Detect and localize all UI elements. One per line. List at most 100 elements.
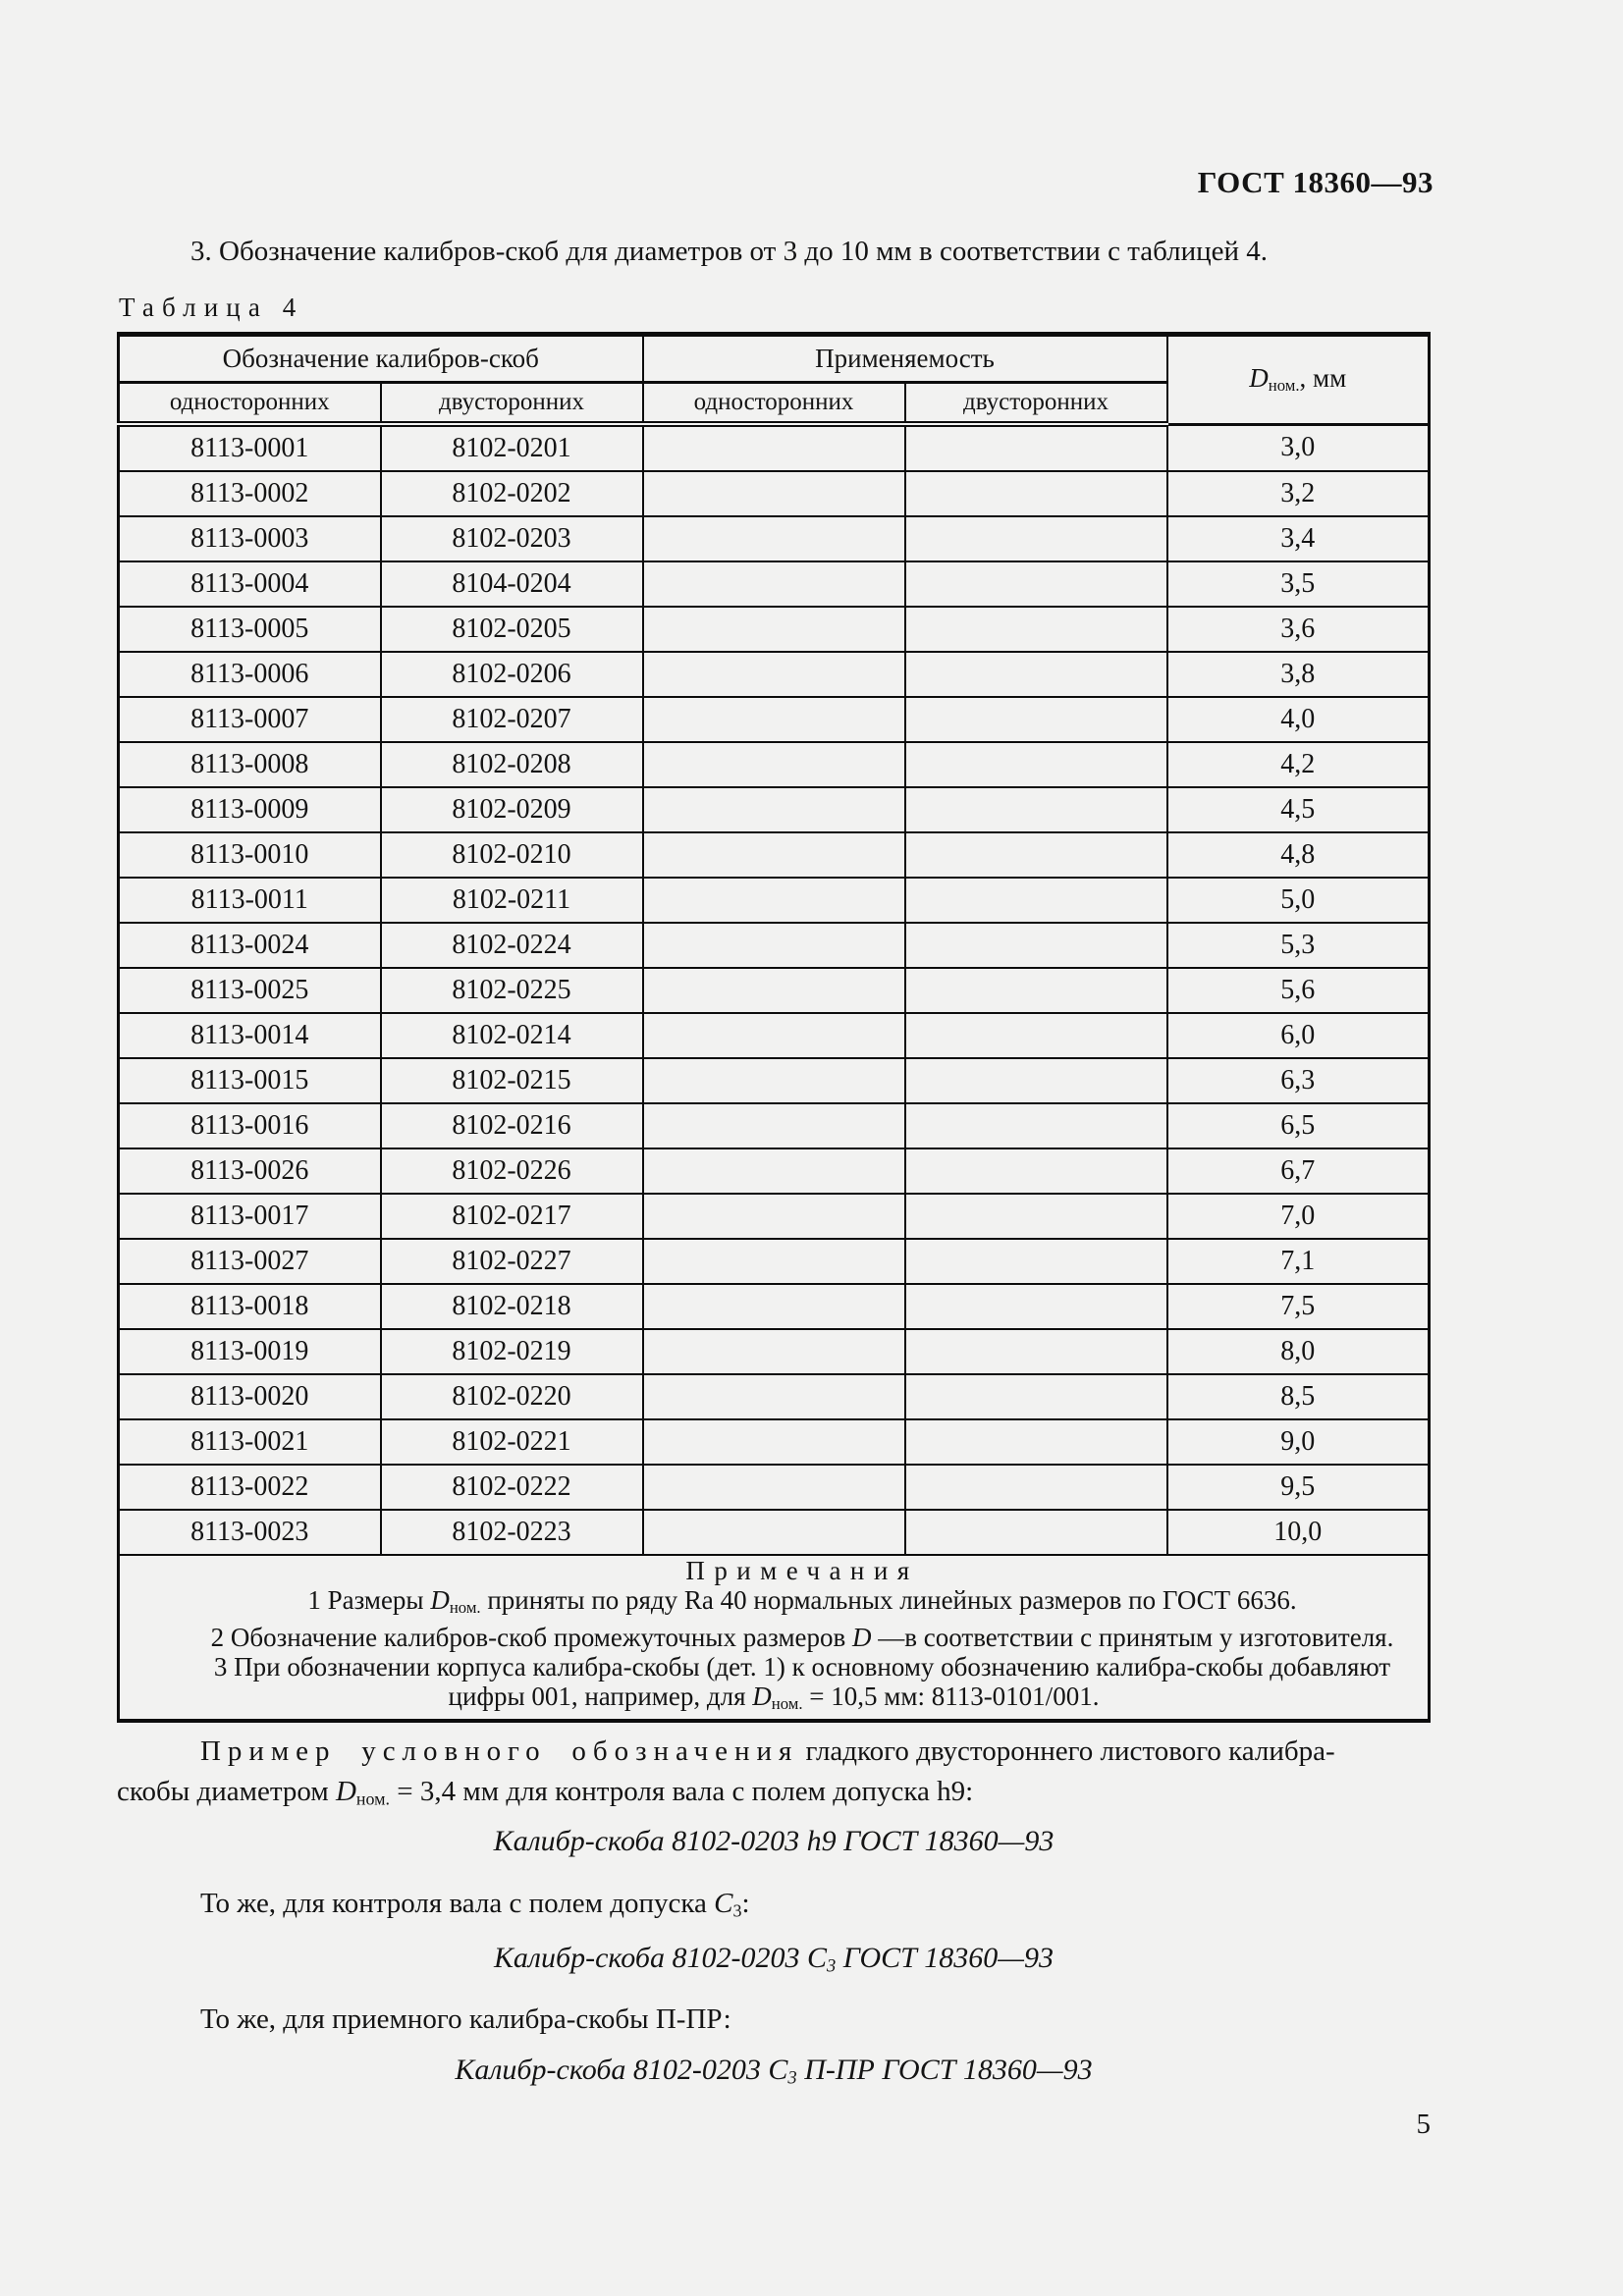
cell-two-sided-designation: 8102-0218 <box>379 1283 644 1330</box>
cell-d-nominal: 6,3 <box>1165 1057 1431 1104</box>
column-header-one-sided-applicability: односторонних <box>641 381 906 427</box>
cell-two-sided-designation: 8102-0226 <box>379 1148 644 1195</box>
cell-d-nominal: 4,2 <box>1165 741 1431 788</box>
cell-two-sided-applicability <box>903 1464 1168 1511</box>
note-3-line-1: 3 При обозначении корпуса калибра-скобы … <box>213 1652 1391 1682</box>
cell-two-sided-applicability <box>903 786 1168 833</box>
d-symbol: D <box>335 1776 356 1807</box>
cell-two-sided-applicability <box>903 877 1168 924</box>
cell-d-nominal: 3,6 <box>1165 606 1431 653</box>
cell-d-nominal: 7,1 <box>1165 1238 1431 1285</box>
table-row: 8113-0021 8102-0221 9,0 <box>117 1418 1431 1466</box>
cell-one-sided-applicability <box>641 1418 906 1466</box>
cell-two-sided-designation: 8102-0210 <box>379 831 644 879</box>
column-header-one-sided-designation: односторонних <box>117 381 382 427</box>
cell-d-nominal: 9,0 <box>1165 1418 1431 1466</box>
cell-one-sided-designation: 8113-0003 <box>117 515 382 562</box>
cell-d-nominal: 4,5 <box>1165 786 1431 833</box>
notes-cell: Примечания 1 Размеры Dном. приняты по ря… <box>117 1553 1431 1723</box>
group-header-applicability: Применяемость <box>641 333 1168 384</box>
table-row: 8113-0011 8102-0211 5,0 <box>117 877 1431 924</box>
cell-d-nominal: 4,8 <box>1165 831 1431 879</box>
cell-two-sided-applicability <box>903 1283 1168 1330</box>
cell-two-sided-applicability <box>903 967 1168 1014</box>
cell-one-sided-applicability <box>641 515 906 562</box>
cell-one-sided-applicability <box>641 877 906 924</box>
cell-one-sided-applicability <box>641 423 906 472</box>
note-3-line-2: цифры 001, например, для Dном. = 10,5 мм… <box>448 1682 1100 1714</box>
cell-two-sided-designation: 8102-0206 <box>379 651 644 698</box>
cell-d-nominal: 5,3 <box>1165 922 1431 969</box>
cell-two-sided-applicability <box>903 696 1168 743</box>
table-row: 8113-0026 8102-0226 6,7 <box>117 1148 1431 1195</box>
cell-d-nominal: 3,4 <box>1165 515 1431 562</box>
table-row: 8113-0003 8102-0203 3,4 <box>117 515 1431 562</box>
cell-one-sided-applicability <box>641 786 906 833</box>
cell-two-sided-applicability <box>903 561 1168 608</box>
cell-two-sided-applicability <box>903 423 1168 472</box>
table-row: 8113-0023 8102-0223 10,0 <box>117 1509 1431 1556</box>
cell-one-sided-applicability <box>641 741 906 788</box>
cell-two-sided-designation: 8102-0211 <box>379 877 644 924</box>
table-row: 8113-0009 8102-0209 4,5 <box>117 786 1431 833</box>
cell-two-sided-applicability <box>903 470 1168 517</box>
cell-two-sided-designation: 8102-0224 <box>379 922 644 969</box>
table-sub-header-row: односторонних двусторонних односторонних… <box>117 381 1430 427</box>
cell-one-sided-designation: 8113-0015 <box>117 1057 382 1104</box>
cell-one-sided-designation: 8113-0023 <box>117 1509 382 1556</box>
cell-two-sided-applicability <box>903 515 1168 562</box>
table-row: 8113-0017 8102-0217 7,0 <box>117 1193 1431 1240</box>
table-caption: Таблица 4 <box>119 293 304 322</box>
cell-d-nominal: 10,0 <box>1165 1509 1431 1556</box>
cell-one-sided-applicability <box>641 922 906 969</box>
table-body: 8113-0001 8102-0201 3,0 8113-0002 8102-0202 3… <box>117 423 1431 1556</box>
cell-d-nominal: 6,7 <box>1165 1148 1431 1195</box>
same-for-p-pr-text: То же, для приемного калибра-скобы П-ПР: <box>200 2002 731 2035</box>
cell-d-nominal: 3,0 <box>1165 423 1431 472</box>
d-units: , мм <box>1299 363 1347 394</box>
table-row: 8113-0018 8102-0218 7,5 <box>117 1283 1431 1330</box>
cell-one-sided-designation: 8113-0008 <box>117 741 382 788</box>
cell-one-sided-designation: 8113-0001 <box>117 423 382 472</box>
table-row: 8113-0006 8102-0206 3,8 <box>117 651 1431 698</box>
cell-d-nominal: 6,0 <box>1165 1012 1431 1059</box>
table-row: 8113-0015 8102-0215 6,3 <box>117 1057 1431 1104</box>
c-symbol: C <box>768 2053 788 2086</box>
table-row: 8113-0024 8102-0224 5,3 <box>117 922 1431 969</box>
cell-one-sided-designation: 8113-0006 <box>117 651 382 698</box>
cell-d-nominal: 7,5 <box>1165 1283 1431 1330</box>
table-row: 8113-0022 8102-0222 9,5 <box>117 1464 1431 1511</box>
cell-one-sided-applicability <box>641 1057 906 1104</box>
cell-two-sided-applicability <box>903 651 1168 698</box>
cell-two-sided-applicability <box>903 1509 1168 1556</box>
table-row: 8113-0008 8102-0208 4,2 <box>117 741 1431 788</box>
cell-two-sided-applicability <box>903 1418 1168 1466</box>
cell-one-sided-applicability <box>641 1238 906 1285</box>
cell-two-sided-designation: 8102-0217 <box>379 1193 644 1240</box>
cell-one-sided-designation: 8113-0016 <box>117 1102 382 1149</box>
cell-d-nominal: 5,0 <box>1165 877 1431 924</box>
table-row: 8113-0020 8102-0220 8,5 <box>117 1373 1431 1420</box>
cell-d-nominal: 5,6 <box>1165 967 1431 1014</box>
table-row: 8113-0010 8102-0210 4,8 <box>117 831 1431 879</box>
cell-one-sided-designation: 8113-0025 <box>117 967 382 1014</box>
designation-example-2: Калибр-скоба 8102-0203 C3 ГОСТ 18360—93 <box>493 1941 1054 1977</box>
designation-example-1: Калибр-скоба 8102-0203 h9 ГОСТ 18360—93 <box>493 1825 1055 1858</box>
cell-one-sided-designation: 8113-0014 <box>117 1012 382 1059</box>
d-symbol: D <box>752 1682 772 1712</box>
note-1: 1 Размеры Dном. приняты по ряду Ra 40 но… <box>307 1585 1297 1618</box>
cell-two-sided-designation: 8102-0220 <box>379 1373 644 1420</box>
cell-two-sided-applicability <box>903 1148 1168 1195</box>
column-header-d-nominal: Dном., мм <box>1165 333 1431 426</box>
cell-two-sided-designation: 8102-0222 <box>379 1464 644 1511</box>
cell-d-nominal: 3,2 <box>1165 470 1431 517</box>
cell-one-sided-applicability <box>641 1464 906 1511</box>
cell-one-sided-applicability <box>641 651 906 698</box>
cell-one-sided-designation: 8113-0011 <box>117 877 382 924</box>
cell-two-sided-designation: 8102-0208 <box>379 741 644 788</box>
cell-d-nominal: 3,5 <box>1165 561 1431 608</box>
cell-two-sided-designation: 8102-0219 <box>379 1328 644 1375</box>
d-symbol: D <box>852 1623 872 1653</box>
d-symbol: D <box>1249 363 1269 394</box>
